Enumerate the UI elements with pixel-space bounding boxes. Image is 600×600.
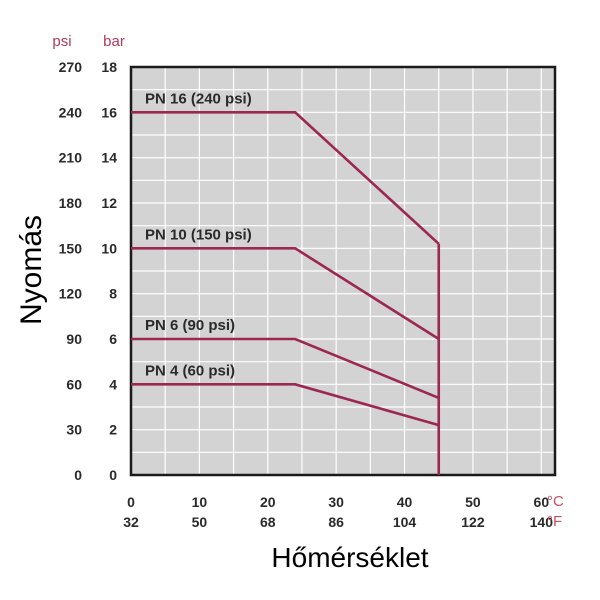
x-tick-celsius: 30 <box>328 494 344 510</box>
y-tick-bar: 16 <box>101 104 117 120</box>
y-tick-psi: 120 <box>59 286 83 302</box>
y-axis-ticks: 0 0 2 30 4 60 6 90 8 120 10 150 12 180 14 210 16 240 18 270 <box>59 59 118 483</box>
y-tick-bar: 2 <box>109 422 117 438</box>
x-tick-fahrenheit: 140 <box>530 514 554 530</box>
series-line <box>131 337 440 400</box>
series-label: PN 16 (240 psi) <box>145 90 252 107</box>
x-unit-celsius: °C <box>547 493 564 510</box>
series-line <box>131 383 440 427</box>
series-label: PN 6 (90 psi) <box>145 317 235 334</box>
y-tick-bar: 8 <box>109 286 117 302</box>
x-axis-ticks: 0 32 10 50 20 68 30 86 40 104 50 122 60 140 <box>123 494 553 530</box>
y-tick-bar: 0 <box>109 467 117 483</box>
x-tick-fahrenheit: 122 <box>461 514 485 530</box>
y-tick-psi: 30 <box>66 422 82 438</box>
x-tick-celsius: 10 <box>192 494 208 510</box>
y-tick-bar: 18 <box>101 59 117 75</box>
x-tick-fahrenheit: 86 <box>328 514 344 530</box>
y-unit-bar: bar <box>103 33 125 50</box>
y-tick-psi: 0 <box>74 467 82 483</box>
y-tick-psi: 270 <box>59 59 83 75</box>
x-tick-fahrenheit: 50 <box>192 514 208 530</box>
series-line <box>131 247 440 341</box>
y-unit-psi: psi <box>52 33 71 50</box>
x-tick-fahrenheit: 68 <box>260 514 276 530</box>
y-tick-psi: 210 <box>59 150 83 166</box>
y-tick-bar: 10 <box>101 240 117 256</box>
x-tick-celsius: 40 <box>397 494 413 510</box>
x-axis-title: Hőmérséklet <box>271 542 428 573</box>
series-lines <box>131 111 441 475</box>
y-tick-psi: 60 <box>66 376 82 392</box>
y-tick-bar: 4 <box>109 376 117 392</box>
x-tick-celsius: 50 <box>465 494 481 510</box>
x-tick-celsius: 60 <box>534 494 550 510</box>
series-labels: PN 16 (240 psi) PN 10 (150 psi) PN 6 (90 p… <box>145 90 252 379</box>
x-unit-fahrenheit: °F <box>547 513 562 530</box>
series-label: PN 4 (60 psi) <box>145 362 235 379</box>
series-label: PN 10 (150 psi) <box>145 226 252 243</box>
y-tick-psi: 180 <box>59 195 83 211</box>
y-tick-psi: 240 <box>59 104 83 120</box>
x-tick-celsius: 0 <box>127 494 135 510</box>
y-tick-bar: 6 <box>109 331 117 347</box>
x-tick-fahrenheit: 104 <box>393 514 417 530</box>
y-tick-psi: 150 <box>59 240 83 256</box>
y-axis-title: Nyomás <box>15 215 48 325</box>
plot-border <box>129 65 557 477</box>
x-tick-celsius: 20 <box>260 494 276 510</box>
grid <box>129 65 557 477</box>
x-tick-fahrenheit: 32 <box>123 514 139 530</box>
y-tick-bar: 14 <box>101 150 117 166</box>
series-line <box>131 111 440 245</box>
y-tick-bar: 12 <box>101 195 117 211</box>
y-tick-psi: 90 <box>66 331 82 347</box>
